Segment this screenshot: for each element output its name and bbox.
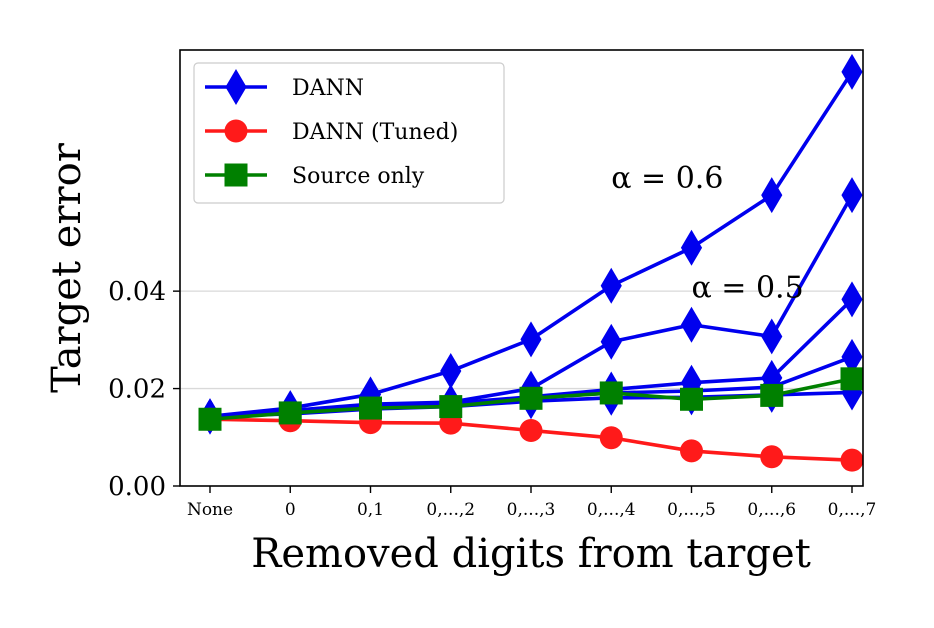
x-tick-label: None <box>187 500 233 520</box>
legend: DANN DANN (Tuned) Source only <box>193 62 505 204</box>
x-tick-label: 0,...,7 <box>828 500 877 520</box>
alpha-annotation: α = 0.6 <box>611 161 723 196</box>
legend-entry: DANN (Tuned) <box>205 119 458 145</box>
data-point <box>680 229 703 266</box>
x-tick-label: 0,...,2 <box>426 500 475 520</box>
data-point <box>439 395 463 419</box>
data-point <box>680 439 703 463</box>
data-point <box>599 426 623 450</box>
legend-marker <box>224 163 248 187</box>
data-point <box>520 321 542 358</box>
data-point <box>600 267 622 304</box>
plot-frame <box>179 49 864 487</box>
data-point <box>359 396 382 420</box>
data-point <box>599 381 623 405</box>
data-point <box>519 418 543 442</box>
data-point <box>761 177 783 214</box>
annotations: α = 0.6 α = 0.5 <box>611 161 803 306</box>
axes: 0.00 0.02 0.04 None 0 0,1 0,...,2 0,...,3 0,...,… <box>108 277 876 520</box>
legend-entry: DANN <box>205 69 364 105</box>
data-point <box>761 318 783 355</box>
data-point <box>841 177 863 214</box>
data-point <box>841 53 863 90</box>
legend-label: DANN <box>292 76 364 101</box>
data-point <box>680 306 703 343</box>
series-layer <box>198 53 864 472</box>
x-tick-label: 0,1 <box>357 500 384 520</box>
data-point <box>600 323 622 360</box>
legend-label: DANN (Tuned) <box>292 120 458 145</box>
legend-label: Source only <box>292 164 425 189</box>
data-point <box>278 401 302 425</box>
legend-marker <box>224 119 248 143</box>
x-axis-title: Removed digits from target <box>251 531 811 577</box>
alpha-annotation: α = 0.5 <box>692 270 804 305</box>
y-tick-label: 0.02 <box>108 375 166 405</box>
data-point <box>760 383 784 407</box>
legend-entry: Source only <box>205 163 425 189</box>
y-tick-label: 0.04 <box>108 277 166 307</box>
legend-box <box>193 62 505 204</box>
data-point <box>840 367 864 391</box>
x-tick-label: 0,...,5 <box>667 500 716 520</box>
legend-marker <box>225 69 247 105</box>
data-point <box>680 387 703 411</box>
data-point <box>840 448 864 472</box>
x-tick-label: 0,...,6 <box>747 500 796 520</box>
y-axis-title: Target error <box>44 142 90 393</box>
data-point <box>760 445 784 469</box>
data-point <box>198 407 222 431</box>
x-tick-label: 0,...,4 <box>587 500 636 520</box>
x-tick-label: 0,...,3 <box>507 500 556 520</box>
data-point <box>841 281 863 318</box>
data-point <box>519 386 543 410</box>
x-tick-label: 0 <box>285 500 296 520</box>
y-tick-label: 0.00 <box>108 472 166 502</box>
series-source-only-0 <box>198 367 864 431</box>
